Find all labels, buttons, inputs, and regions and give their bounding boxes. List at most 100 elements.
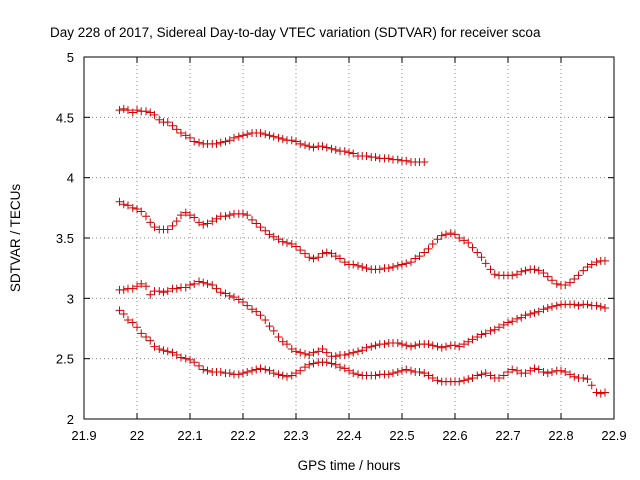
data-point	[212, 214, 221, 223]
x-tick-label: 22.5	[389, 428, 414, 443]
data-point	[367, 342, 376, 351]
data-point	[172, 351, 181, 360]
data-point	[176, 211, 185, 220]
data-point	[137, 207, 146, 216]
data-point	[142, 332, 151, 341]
data-point	[296, 366, 305, 375]
data-point	[464, 337, 473, 346]
data-point	[481, 329, 490, 338]
data-point	[305, 351, 314, 360]
data-point	[292, 347, 300, 356]
data-point	[168, 221, 177, 230]
data-point	[256, 129, 265, 138]
data-point	[229, 293, 238, 302]
data-point	[574, 271, 583, 280]
data-point	[521, 369, 530, 378]
data-point	[318, 142, 327, 151]
data-point	[128, 108, 137, 117]
data-point	[142, 282, 151, 291]
data-point	[393, 155, 402, 164]
data-point	[234, 132, 243, 141]
data-point	[587, 260, 596, 269]
data-point	[150, 110, 159, 119]
data-point	[521, 266, 530, 275]
data-point	[424, 371, 433, 380]
data-point	[314, 347, 323, 356]
data-point	[155, 115, 164, 124]
data-point	[239, 297, 247, 306]
chart-title: Day 228 of 2017, Sidereal Day-to-day VTE…	[50, 25, 541, 40]
data-point	[168, 348, 177, 357]
data-point	[225, 369, 234, 378]
data-point	[494, 373, 503, 382]
data-point	[526, 366, 535, 375]
data-point	[354, 347, 363, 356]
data-point	[494, 323, 503, 332]
data-point	[318, 345, 327, 354]
data-point	[592, 258, 601, 267]
data-point	[256, 223, 265, 232]
data-point	[371, 371, 380, 380]
data-point	[274, 370, 283, 379]
data-point	[282, 340, 291, 349]
data-point	[539, 268, 548, 277]
data-point	[486, 326, 495, 335]
data-point	[428, 341, 437, 350]
data-point	[547, 302, 556, 311]
data-point	[234, 295, 243, 304]
data-point	[451, 230, 459, 239]
data-point	[278, 371, 287, 380]
data-point	[216, 367, 225, 376]
data-point	[340, 147, 349, 156]
data-point	[455, 377, 464, 386]
data-point	[322, 143, 331, 152]
data-point	[181, 354, 190, 363]
data-point	[287, 136, 296, 145]
data-point	[371, 153, 380, 162]
data-point	[384, 370, 393, 379]
data-point	[574, 301, 583, 310]
y-tick-label: 4.5	[56, 110, 74, 125]
data-point	[393, 338, 402, 347]
data-point	[186, 355, 194, 364]
data-point	[150, 223, 159, 232]
series-track-4	[115, 306, 609, 398]
data-point	[296, 348, 305, 357]
data-point	[477, 330, 486, 339]
series-track-2	[115, 197, 609, 290]
data-point	[570, 275, 579, 284]
data-point	[243, 130, 252, 139]
data-point	[261, 365, 270, 374]
data-point	[269, 369, 278, 378]
data-point	[455, 234, 464, 242]
data-point	[142, 107, 151, 116]
data-point	[530, 308, 539, 317]
data-point	[265, 131, 274, 140]
data-point	[468, 335, 477, 344]
data-point	[301, 349, 310, 358]
data-point	[168, 121, 177, 130]
data-point	[248, 366, 257, 375]
data-point	[415, 367, 424, 376]
data-point	[234, 370, 243, 379]
data-point	[561, 281, 570, 290]
data-point	[340, 364, 349, 373]
data-point	[309, 359, 318, 368]
data-point	[252, 365, 261, 374]
data-point	[437, 343, 446, 352]
data-point	[322, 348, 331, 357]
data-point	[358, 262, 367, 271]
data-point	[460, 236, 469, 245]
y-tick-label: 3.5	[56, 231, 74, 246]
data-point	[402, 156, 411, 165]
data-point	[163, 347, 172, 356]
data-point	[282, 372, 291, 381]
data-point	[195, 138, 204, 147]
data-point	[239, 209, 247, 218]
data-point	[119, 200, 128, 209]
data-point	[128, 284, 137, 293]
data-point	[155, 345, 164, 354]
data-point	[195, 218, 204, 227]
data-point	[229, 133, 238, 142]
data-point	[225, 211, 234, 220]
